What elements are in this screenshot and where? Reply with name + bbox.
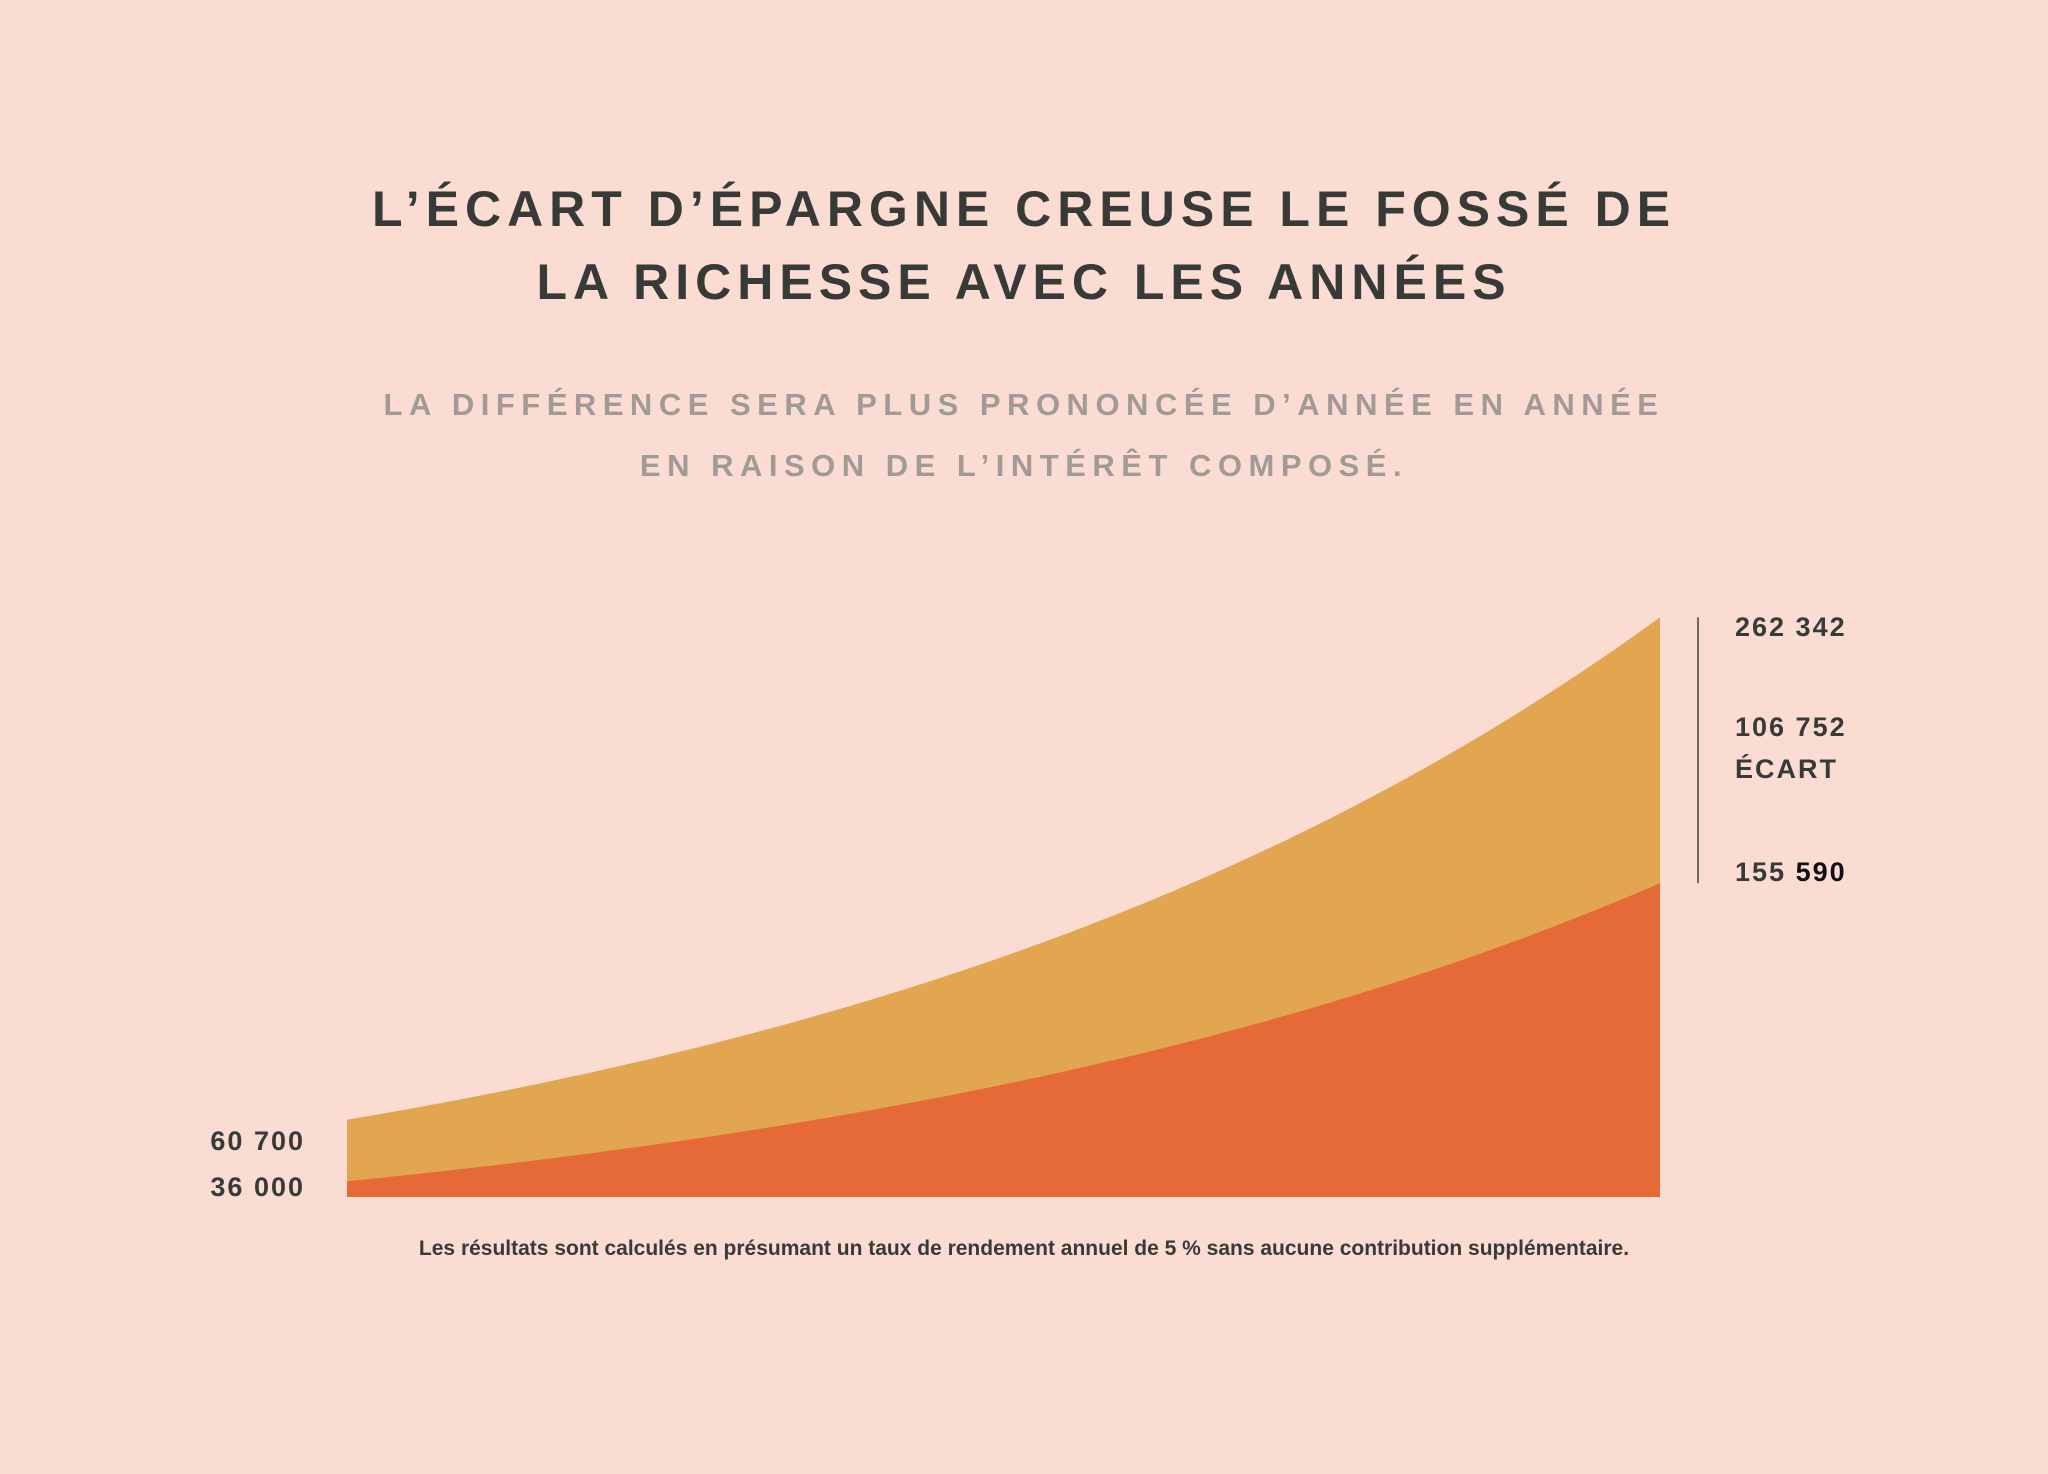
chart-subtitle: LA DIFFÉRENCE SERA PLUS PRONONCÉE D’ANNÉ… (0, 374, 2048, 496)
title-line-1: L’ÉCART D’ÉPARGNE CREUSE LE FOSSÉ DE (371, 181, 1677, 237)
lower-end-label: 155 590 (1735, 857, 1847, 888)
lower-end-label-part2: 590 (1795, 857, 1847, 887)
chart-title: L’ÉCART D’ÉPARGNE CREUSE LE FOSSÉ DE LA … (0, 173, 2048, 319)
footnote: Les résultats sont calculés en présumant… (418, 1237, 1630, 1260)
subtitle-line-2: EN RAISON DE L’INTÉRÊT COMPOSÉ. (639, 448, 1409, 483)
gap-value-label: 106 752 (1735, 712, 1847, 742)
gap-label: ÉCART (1735, 754, 1838, 784)
upper-end-label: 262 342 (1735, 612, 1847, 642)
subtitle-line-1: LA DIFFÉRENCE SERA PLUS PRONONCÉE D’ANNÉ… (383, 387, 1665, 422)
lower-start-label: 36 000 (210, 1172, 305, 1202)
lower-area (347, 883, 1660, 1197)
upper-start-label: 60 700 (210, 1126, 305, 1156)
lower-end-label-part1: 155 (1735, 857, 1787, 887)
title-line-2: LA RICHESSE AVEC LES ANNÉES (536, 254, 1512, 310)
